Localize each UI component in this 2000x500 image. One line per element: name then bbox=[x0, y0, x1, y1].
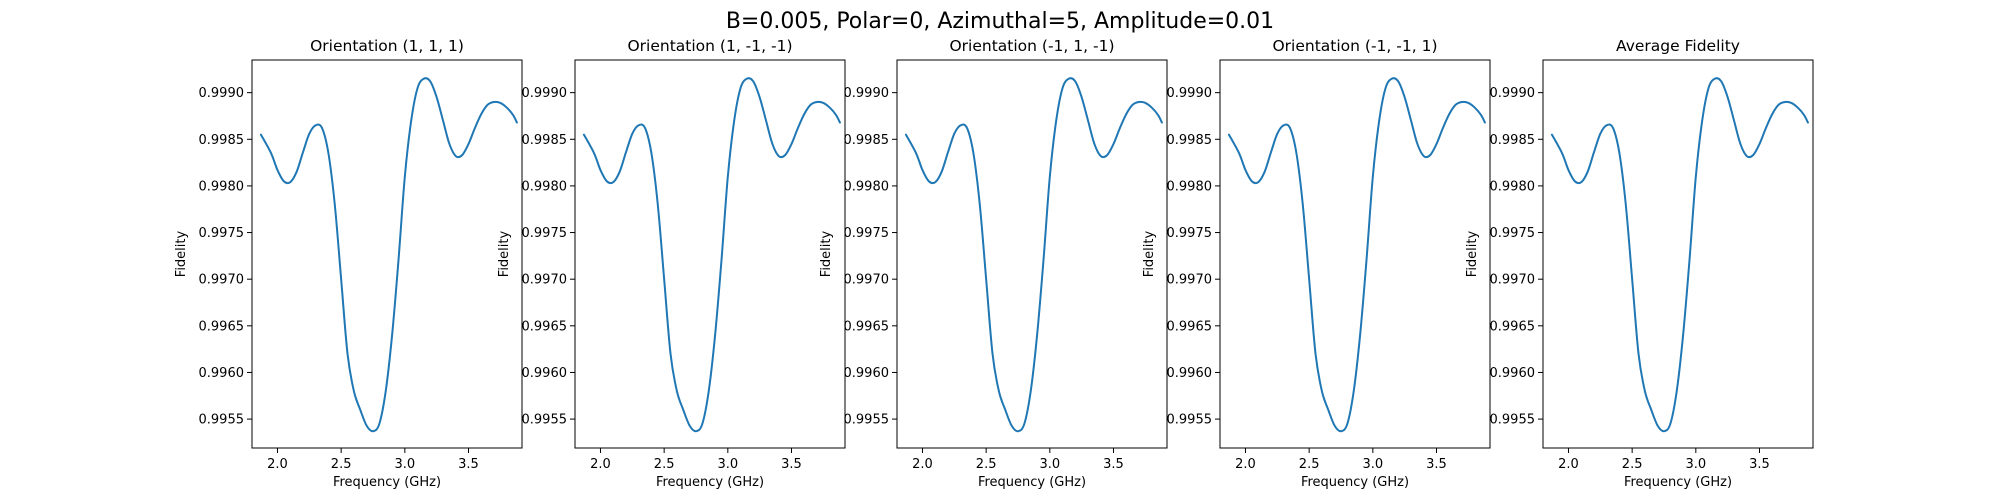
fidelity-series-line bbox=[582, 77, 841, 433]
x-tick-label: 3.0 bbox=[1039, 457, 1060, 472]
y-tick-label: 0.9990 bbox=[1167, 86, 1213, 101]
subplots-group: Orientation (1, 1, 1) 2.0 2.5 3.0 3.5 0.9955 0… bbox=[174, 37, 1814, 490]
fidelity-series-line bbox=[1550, 77, 1809, 433]
x-tick-label: 2.0 bbox=[590, 457, 611, 472]
y-tick-label: 0.9990 bbox=[844, 86, 890, 101]
x-tick-label: 2.0 bbox=[912, 457, 933, 472]
x-tick-label: 3.5 bbox=[458, 457, 479, 472]
y-tick-label: 0.9965 bbox=[1490, 319, 1536, 334]
subplot-5: Average Fidelity 2.0 2.5 3.0 3.5 0.9955 0.9960… bbox=[1465, 37, 1814, 490]
y-tick-label: 0.9985 bbox=[844, 133, 890, 148]
axes-frame bbox=[574, 59, 846, 449]
y-tick-label: 0.9955 bbox=[844, 413, 890, 428]
y-tick-label: 0.9980 bbox=[1167, 179, 1213, 194]
y-tick-label: 0.9990 bbox=[1490, 86, 1536, 101]
y-tick-label: 0.9970 bbox=[199, 273, 245, 288]
x-tick-label: 2.5 bbox=[976, 457, 997, 472]
x-tick-label: 2.0 bbox=[1558, 457, 1579, 472]
y-tick-label: 0.9960 bbox=[199, 366, 245, 381]
axes-frame bbox=[251, 59, 523, 449]
fidelity-series-line bbox=[904, 77, 1163, 433]
y-tick-label: 0.9985 bbox=[522, 133, 568, 148]
x-tick-label: 3.5 bbox=[781, 457, 802, 472]
x-axis-label: Frequency (GHz) bbox=[978, 475, 1086, 490]
x-axis-label: Frequency (GHz) bbox=[333, 475, 441, 490]
y-tick-label: 0.9975 bbox=[522, 226, 568, 241]
y-tick-label: 0.9975 bbox=[1167, 226, 1213, 241]
y-tick-label: 0.9970 bbox=[1490, 273, 1536, 288]
y-tick-label: 0.9965 bbox=[1167, 319, 1213, 334]
axes-frame bbox=[1219, 59, 1491, 449]
subplot-title: Orientation (-1, -1, 1) bbox=[1272, 37, 1437, 55]
y-tick-label: 0.9980 bbox=[199, 179, 245, 194]
axes-frame bbox=[1542, 59, 1814, 449]
x-tick-label: 2.5 bbox=[1299, 457, 1320, 472]
y-tick-label: 0.9985 bbox=[1490, 133, 1536, 148]
y-tick-label: 0.9955 bbox=[1490, 413, 1536, 428]
y-tick-label: 0.9955 bbox=[522, 413, 568, 428]
y-tick-label: 0.9965 bbox=[522, 319, 568, 334]
fidelity-series-line bbox=[259, 77, 518, 433]
x-tick-label: 2.5 bbox=[1622, 457, 1643, 472]
x-tick-label: 3.0 bbox=[1685, 457, 1706, 472]
x-axis-label: Frequency (GHz) bbox=[1624, 475, 1732, 490]
y-tick-label: 0.9985 bbox=[1167, 133, 1213, 148]
y-tick-label: 0.9975 bbox=[1490, 226, 1536, 241]
figure-suptitle: B=0.005, Polar=0, Azimuthal=5, Amplitude… bbox=[726, 9, 1274, 34]
y-tick-label: 0.9955 bbox=[1167, 413, 1213, 428]
x-tick-label: 3.0 bbox=[1362, 457, 1383, 472]
y-tick-label: 0.9965 bbox=[199, 319, 245, 334]
subplot-title: Orientation (1, 1, 1) bbox=[310, 37, 464, 55]
x-axis-label: Frequency (GHz) bbox=[1301, 475, 1409, 490]
x-tick-label: 3.0 bbox=[394, 457, 415, 472]
y-tick-label: 0.9970 bbox=[522, 273, 568, 288]
y-tick-label: 0.9990 bbox=[199, 86, 245, 101]
y-tick-label: 0.9975 bbox=[844, 226, 890, 241]
y-axis-label: Fidelity bbox=[497, 230, 512, 277]
x-tick-label: 2.0 bbox=[267, 457, 288, 472]
y-tick-label: 0.9960 bbox=[1167, 366, 1213, 381]
y-tick-label: 0.9985 bbox=[199, 133, 245, 148]
y-axis-label: Fidelity bbox=[1465, 230, 1480, 277]
x-tick-label: 3.5 bbox=[1103, 457, 1124, 472]
y-tick-label: 0.9960 bbox=[522, 366, 568, 381]
y-tick-label: 0.9955 bbox=[199, 413, 245, 428]
subplot-1: Orientation (1, 1, 1) 2.0 2.5 3.0 3.5 0.9955 0… bbox=[174, 37, 523, 490]
y-tick-label: 0.9975 bbox=[199, 226, 245, 241]
fidelity-series-line bbox=[1227, 77, 1486, 433]
x-tick-label: 2.5 bbox=[654, 457, 675, 472]
subplot-title: Orientation (-1, 1, -1) bbox=[949, 37, 1114, 55]
y-tick-label: 0.9990 bbox=[522, 86, 568, 101]
y-axis-label: Fidelity bbox=[174, 230, 189, 277]
y-tick-label: 0.9970 bbox=[844, 273, 890, 288]
y-tick-label: 0.9980 bbox=[522, 179, 568, 194]
y-tick-label: 0.9960 bbox=[1490, 366, 1536, 381]
y-tick-label: 0.9960 bbox=[844, 366, 890, 381]
y-tick-label: 0.9965 bbox=[844, 319, 890, 334]
x-tick-label: 2.0 bbox=[1235, 457, 1256, 472]
x-tick-label: 3.5 bbox=[1426, 457, 1447, 472]
x-axis-label: Frequency (GHz) bbox=[656, 475, 764, 490]
y-tick-label: 0.9980 bbox=[1490, 179, 1536, 194]
y-tick-label: 0.9970 bbox=[1167, 273, 1213, 288]
x-tick-label: 2.5 bbox=[331, 457, 352, 472]
y-axis-label: Fidelity bbox=[819, 230, 834, 277]
subplot-title: Orientation (1, -1, -1) bbox=[627, 37, 792, 55]
y-axis-label: Fidelity bbox=[1142, 230, 1157, 277]
x-tick-label: 3.5 bbox=[1749, 457, 1770, 472]
subplot-3: Orientation (-1, 1, -1) 2.0 2.5 3.0 3.5 0.995… bbox=[819, 37, 1168, 490]
axes-frame bbox=[896, 59, 1168, 449]
subplot-4: Orientation (-1, -1, 1) 2.0 2.5 3.0 3.5 0.995… bbox=[1142, 37, 1491, 490]
subplot-2: Orientation (1, -1, -1) 2.0 2.5 3.0 3.5 0.995… bbox=[497, 37, 846, 490]
x-tick-label: 3.0 bbox=[717, 457, 738, 472]
subplot-title: Average Fidelity bbox=[1616, 37, 1740, 55]
y-tick-label: 0.9980 bbox=[844, 179, 890, 194]
